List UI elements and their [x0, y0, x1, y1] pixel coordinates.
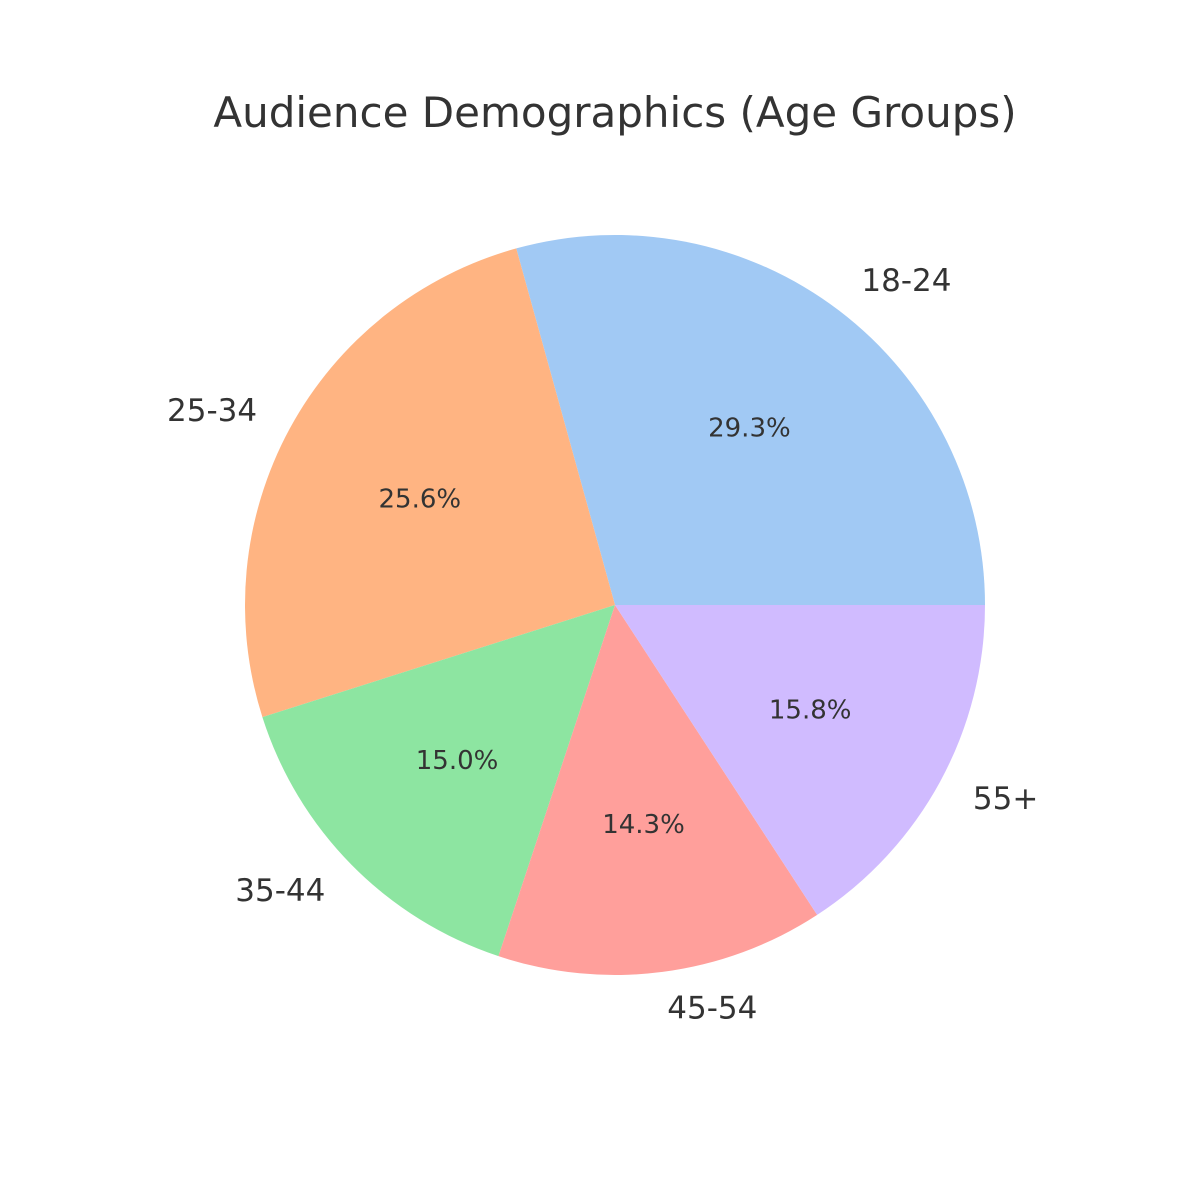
pie-slice-35-44 — [262, 605, 615, 957]
pct-label-45-54: 14.3% — [602, 810, 685, 840]
category-label-55plus: 55+ — [973, 781, 1038, 817]
pie-slice-25-34 — [244, 248, 615, 718]
pie-slice-55plus — [615, 605, 985, 915]
pct-label-35-44: 15.0% — [416, 746, 499, 776]
pct-label-25-34: 25.6% — [378, 484, 461, 514]
pie-labels: 29.3% 18-24 25.6% 25-34 15.0% 35-44 14.3% 45-54… — [167, 263, 1038, 1027]
category-label-45-54: 45-54 — [667, 991, 757, 1027]
pct-label-18-24: 29.3% — [708, 413, 791, 443]
category-label-18-24: 18-24 — [861, 263, 951, 299]
pie-slice-18-24 — [516, 235, 985, 605]
pie-slice-45-54 — [498, 605, 818, 975]
pie-slices — [244, 235, 985, 975]
chart-title: Audience Demographics (Age Groups) — [213, 88, 1016, 137]
category-label-35-44: 35-44 — [235, 873, 325, 909]
pct-label-55plus: 15.8% — [769, 696, 852, 726]
category-label-25-34: 25-34 — [167, 393, 257, 429]
